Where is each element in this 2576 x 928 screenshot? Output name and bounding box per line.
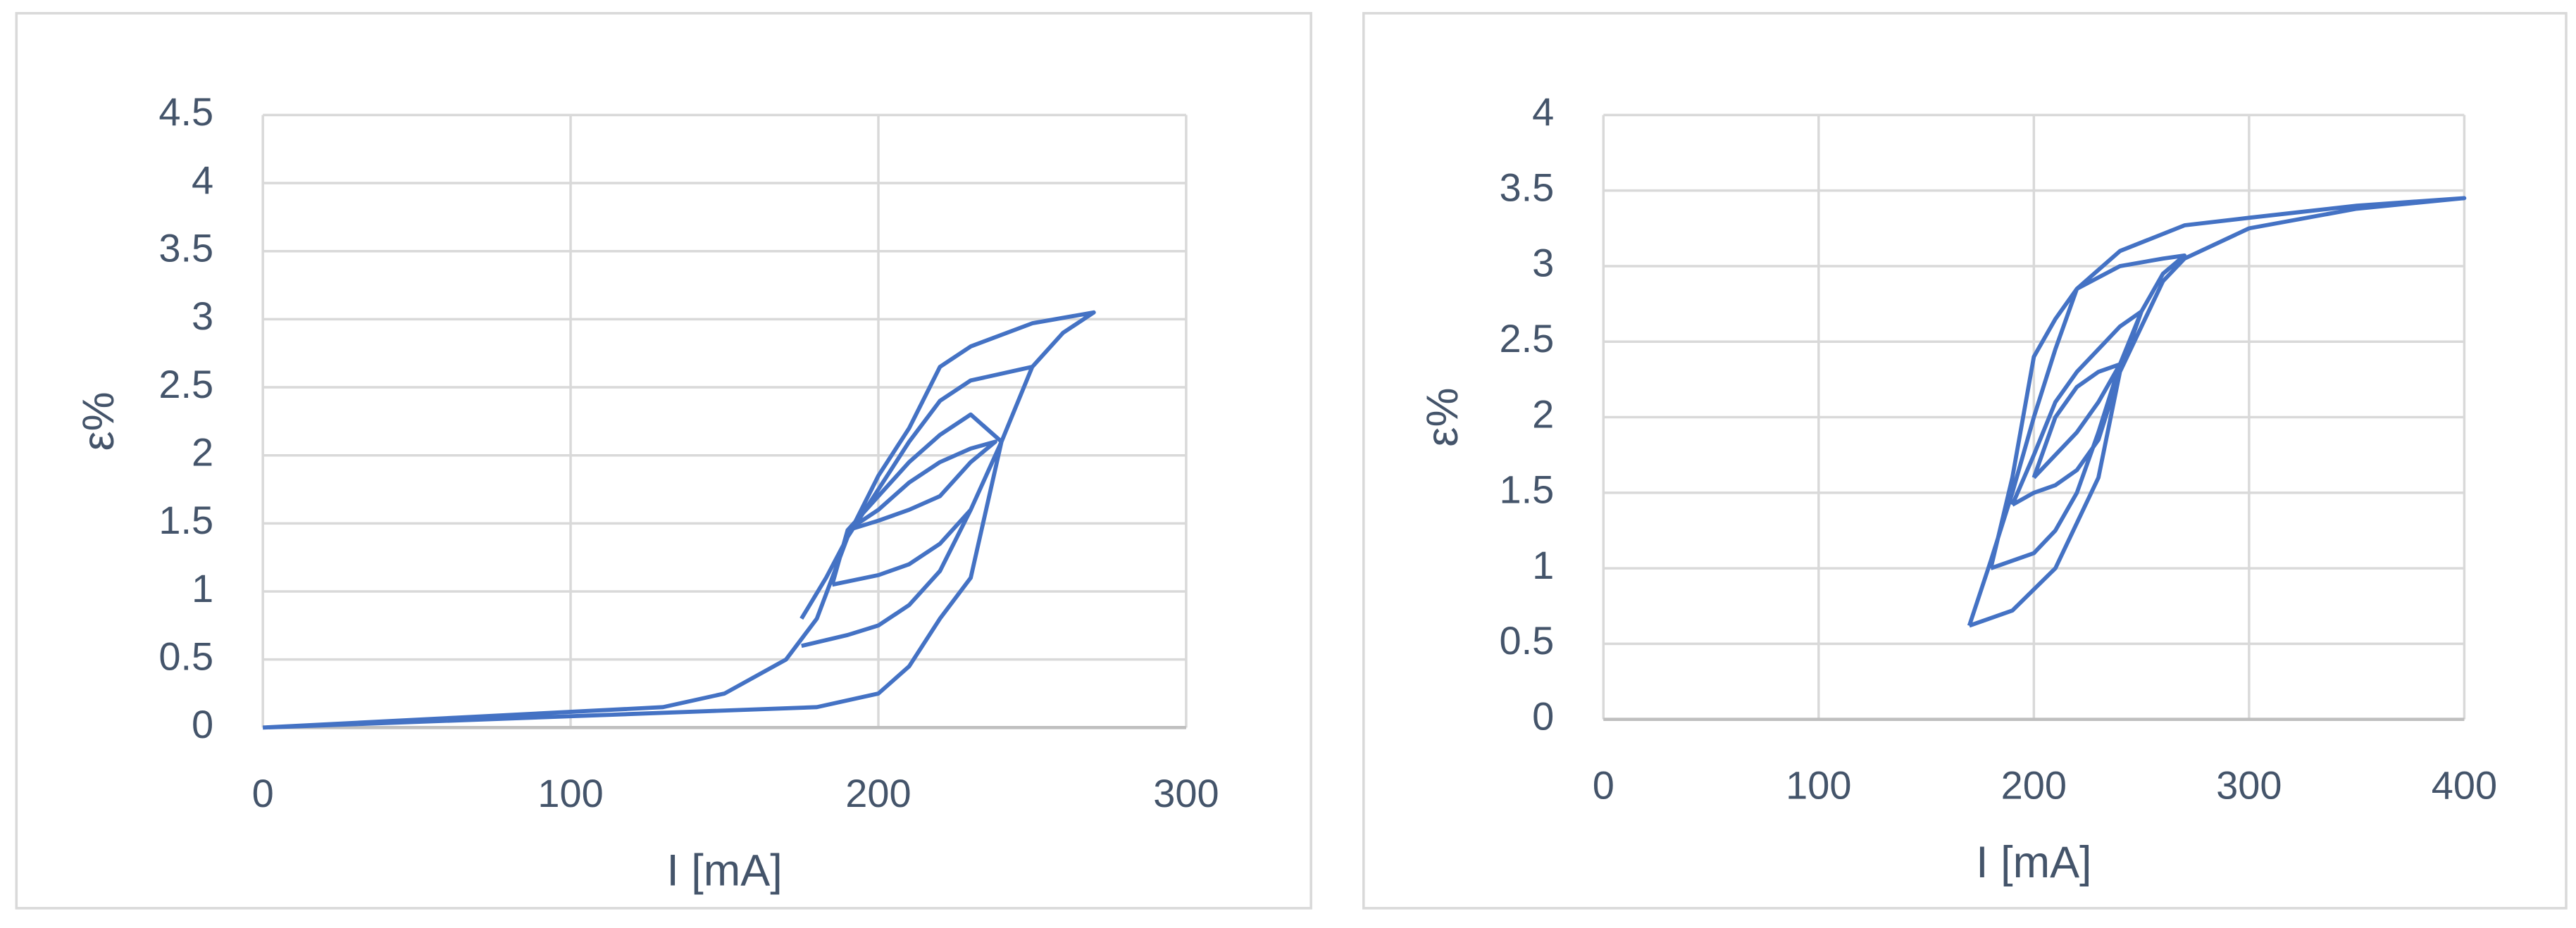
y-tick-label: 1.5: [158, 498, 213, 542]
panel-frame: [1362, 12, 2568, 910]
y-tick-label: 4: [1532, 89, 1554, 134]
y-tick-label: 2.5: [1500, 316, 1555, 360]
y-tick-label: 0: [192, 702, 213, 746]
x-axis-title: I [mA]: [1976, 838, 2091, 887]
y-tick-label: 4: [192, 158, 213, 202]
data-line: [263, 310, 1096, 730]
x-tick-label: 300: [1153, 771, 1219, 815]
y-tick-label: 2: [1532, 391, 1554, 436]
y-tick-label: 3: [1532, 241, 1554, 285]
y-tick-label: 0: [1532, 694, 1554, 738]
x-tick-label: 200: [845, 771, 911, 815]
y-tick-label: 1: [1532, 543, 1554, 587]
x-tick-label: 300: [2216, 763, 2282, 807]
y-axis-title: ε%: [74, 391, 123, 451]
y-tick-label: 3.5: [158, 225, 213, 270]
data-line: [1967, 196, 2467, 628]
y-tick-label: 2: [192, 429, 213, 474]
x-tick-label: 100: [1786, 763, 1851, 807]
x-tick-label: 400: [2432, 763, 2497, 807]
y-tick-label: 3.5: [1500, 165, 1555, 209]
y-tick-label: 0.5: [1500, 618, 1555, 663]
x-tick-label: 0: [1593, 763, 1614, 807]
x-tick-label: 200: [2001, 763, 2067, 807]
y-tick-label: 2.5: [158, 362, 213, 406]
y-axis-title: ε%: [1418, 387, 1467, 446]
y-tick-label: 4.5: [158, 89, 213, 134]
x-tick-label: 0: [252, 771, 274, 815]
y-tick-label: 1: [192, 566, 213, 610]
x-tick-label: 100: [537, 771, 603, 815]
y-tick-label: 0.5: [158, 634, 213, 678]
y-tick-label: 3: [192, 294, 213, 338]
panel-frame: [15, 12, 1312, 910]
y-tick-label: 1.5: [1500, 468, 1555, 512]
x-axis-title: I [mA]: [666, 846, 782, 896]
